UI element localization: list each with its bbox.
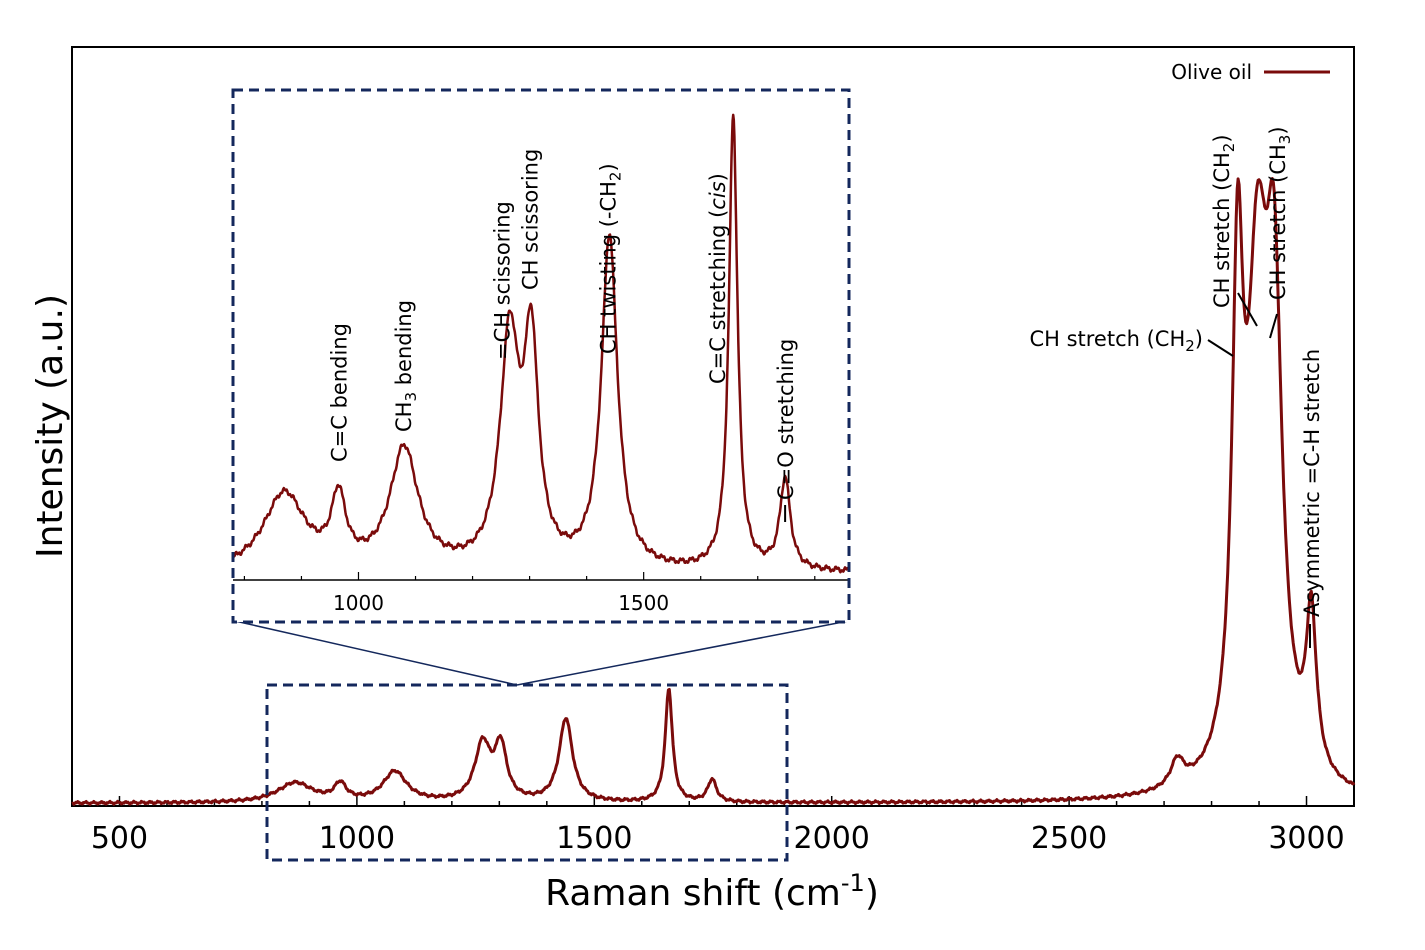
x-tick-label: 1500 [556, 821, 632, 856]
x-tick-label: 2500 [1031, 821, 1107, 856]
inset-background [233, 90, 849, 622]
zoom-connector-right [516, 620, 849, 686]
inset-peak-annotations: C=C bending CH3 bending =CH scissoring CH s… [328, 149, 798, 522]
peak-annotation-label: C=C bending [328, 323, 352, 462]
peak-annotation-label: CH stretch (CH2) [1210, 134, 1238, 308]
x-axis-ticks [118, 796, 1308, 806]
x-tick-label: 1000 [319, 821, 395, 856]
legend-label-olive-oil: Olive oil [1171, 60, 1252, 84]
zoom-connector-left [234, 620, 518, 686]
peak-annotation-label: CH stretch (CH2) [1029, 327, 1203, 355]
peak-annotation-label: =CH scissoring [491, 201, 515, 360]
x-tick-label: 500 [91, 821, 148, 856]
peak-annotation-label: CH scissoring [518, 149, 542, 290]
x-tick-label: 3000 [1268, 821, 1344, 856]
inset-x-tick-label: 1000 [333, 591, 384, 615]
olive-oil-spectrum-line [71, 177, 1356, 806]
plot-frame [71, 46, 1355, 807]
inset-x-axis-tick-labels: 1000 1500 [333, 591, 669, 615]
inset-x-axis-ticks [243, 572, 816, 580]
inset-frame [231, 88, 851, 624]
peak-annotation-label: CH twisting (-CH2) [596, 163, 624, 354]
peak-annotation-label: Asymmetric =C-H stretch [1300, 349, 1324, 617]
peak-annotation-label: CH3 bending [392, 300, 420, 432]
zoom-region-box [265, 683, 789, 862]
inset-x-tick-label: 1500 [618, 591, 669, 615]
x-tick-label: 2000 [794, 821, 870, 856]
inset-chart: 1000 1500 C=C bending CH3 bending =CH sciss… [231, 88, 851, 624]
peak-annotation-label: CH stretch (CH3) [1266, 126, 1294, 300]
peak-annotation-label: C=C stretching (cis) [706, 173, 730, 384]
legend: Olive oil [1171, 60, 1330, 84]
peak-annotation-label: C=O stretching [774, 339, 798, 500]
peak-annotations: CH stretch (CH2)CH stretch (CH2) CH stret… [1029, 126, 1324, 648]
inset-olive-oil-spectrum-line [232, 113, 851, 574]
x-axis-title: Raman shift (cm-1) [545, 869, 879, 914]
x-axis-tick-labels: 500 1000 1500 2000 2500 3000 [91, 821, 1345, 856]
y-axis-title: Intensity (a.u.) [30, 294, 71, 558]
